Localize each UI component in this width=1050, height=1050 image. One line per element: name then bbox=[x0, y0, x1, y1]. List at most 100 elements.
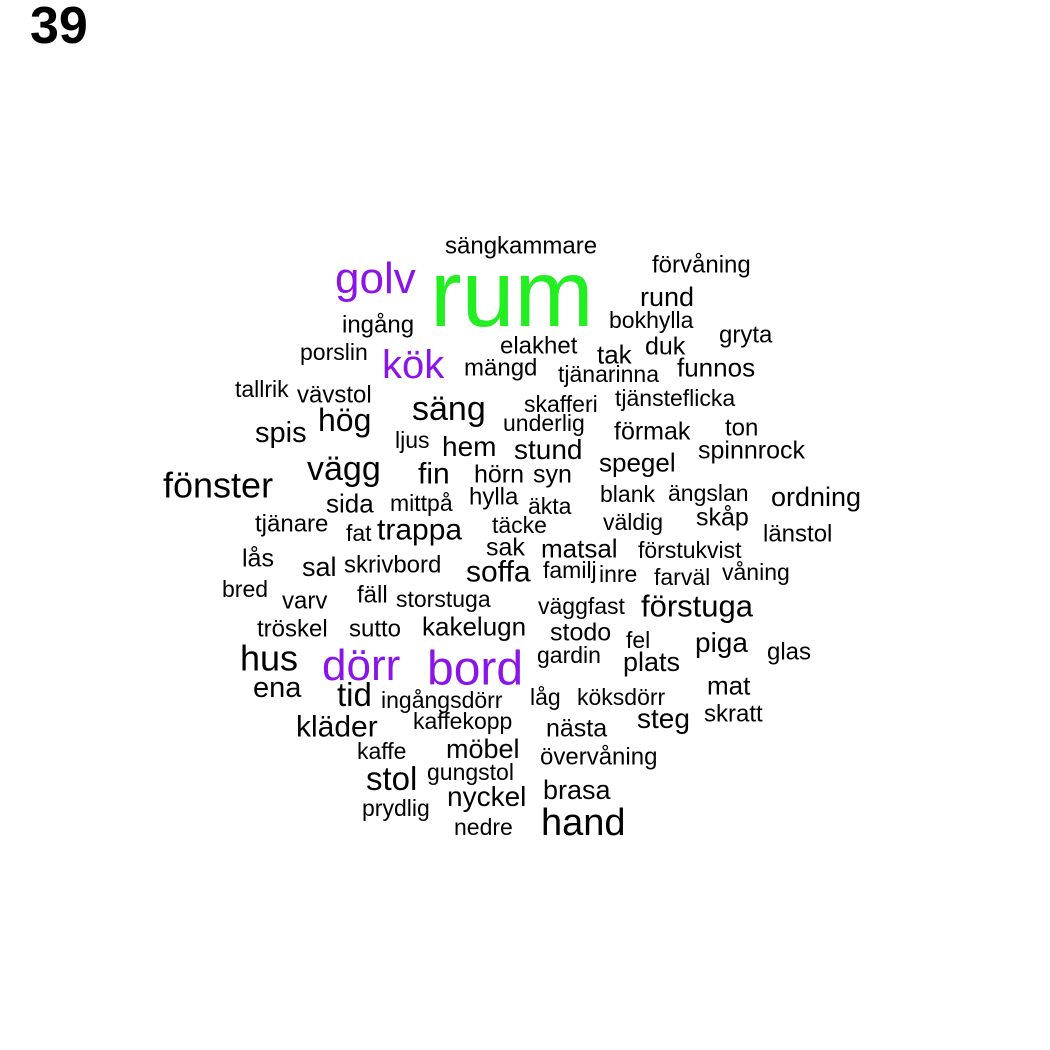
cloud-word: prydlig bbox=[362, 795, 430, 822]
cloud-word: förmak bbox=[614, 417, 691, 446]
cloud-word: skåp bbox=[696, 503, 749, 532]
cloud-word: hörn bbox=[474, 460, 525, 489]
cloud-word: förstuga bbox=[641, 588, 754, 624]
cloud-word: länstol bbox=[763, 520, 833, 548]
cloud-word: tröskel bbox=[257, 615, 328, 643]
cloud-word: skafferi bbox=[524, 391, 598, 418]
cloud-word: ton bbox=[725, 414, 759, 442]
cloud-word: kakelugn bbox=[422, 611, 527, 642]
cloud-word: hus bbox=[240, 637, 299, 679]
cloud-word: mittpå bbox=[390, 490, 453, 517]
cloud-word: mängd bbox=[464, 354, 538, 382]
cloud-word: dörr bbox=[322, 640, 401, 690]
cloud-word: elakhet bbox=[500, 332, 578, 360]
cloud-word: ängslan bbox=[668, 480, 749, 507]
cloud-word: mat bbox=[707, 670, 751, 701]
cloud-word: trappa bbox=[377, 513, 463, 547]
cloud-word: vävstol bbox=[297, 381, 372, 409]
cloud-word: bred bbox=[222, 576, 269, 603]
cloud-word: matsal bbox=[541, 533, 618, 564]
cloud-word: tid bbox=[337, 675, 372, 713]
cloud-word: farväl bbox=[654, 564, 711, 591]
cloud-word: glas bbox=[767, 638, 812, 666]
cloud-word: ingång bbox=[342, 311, 415, 339]
cloud-word: gungstol bbox=[427, 759, 514, 786]
cloud-word: vägg bbox=[307, 450, 381, 489]
cloud-word: kaffekopp bbox=[413, 708, 513, 735]
cloud-word: köksdörr bbox=[577, 684, 666, 711]
cloud-word: funnos bbox=[677, 352, 756, 383]
cloud-word: tallrik bbox=[235, 376, 289, 403]
cloud-word: tjänsteflicka bbox=[615, 385, 736, 412]
cloud-word: möbel bbox=[446, 733, 520, 764]
cloud-word: sida bbox=[326, 488, 374, 519]
cloud-word: ingångsdörr bbox=[381, 687, 503, 714]
cloud-word: blank bbox=[600, 481, 655, 508]
cloud-word: spegel bbox=[599, 447, 676, 478]
panel-number: 39 bbox=[30, 0, 88, 55]
cloud-word: hög bbox=[318, 401, 372, 438]
cloud-word: soffa bbox=[466, 555, 531, 589]
cloud-word: tjänare bbox=[255, 510, 329, 538]
cloud-word: rum bbox=[430, 241, 594, 348]
cloud-word: ljus bbox=[395, 427, 430, 454]
cloud-word: skratt bbox=[704, 700, 763, 728]
cloud-word: ena bbox=[253, 672, 302, 705]
cloud-word: våning bbox=[722, 559, 790, 586]
cloud-word: rund bbox=[640, 281, 695, 312]
cloud-word: stund bbox=[514, 434, 583, 466]
cloud-word: skrivbord bbox=[344, 551, 442, 579]
cloud-word: äkta bbox=[528, 493, 572, 520]
cloud-word: spis bbox=[255, 417, 307, 450]
cloud-word: lås bbox=[242, 544, 274, 573]
cloud-word: fin bbox=[418, 457, 450, 491]
cloud-word: syn bbox=[533, 460, 572, 489]
cloud-word: steg bbox=[637, 703, 690, 735]
cloud-word: stodo bbox=[550, 618, 612, 647]
cloud-word: sal bbox=[302, 551, 337, 582]
cloud-word: väggfast bbox=[538, 593, 625, 620]
cloud-word: familj bbox=[543, 557, 597, 584]
cloud-word: fat bbox=[346, 520, 372, 547]
cloud-word: väldig bbox=[603, 509, 664, 536]
cloud-word: hylla bbox=[469, 483, 519, 511]
cloud-word: fäll bbox=[357, 581, 388, 609]
cloud-word: nyckel bbox=[447, 781, 527, 813]
cloud-word: tjänarinna bbox=[558, 361, 660, 388]
cloud-word: nedre bbox=[454, 814, 513, 841]
cloud-word: inre bbox=[599, 561, 638, 588]
cloud-word: fönster bbox=[163, 464, 274, 506]
cloud-word: stol bbox=[366, 759, 418, 797]
cloud-word: övervåning bbox=[540, 743, 658, 771]
cloud-word: porslin bbox=[300, 339, 368, 366]
cloud-word: ordning bbox=[771, 481, 862, 512]
cloud-word: kläder bbox=[296, 710, 378, 744]
cloud-word: förvåning bbox=[652, 251, 751, 279]
cloud-word: låg bbox=[530, 684, 561, 711]
cloud-word: spinnrock bbox=[698, 436, 805, 465]
cloud-word: gardin bbox=[537, 642, 601, 669]
cloud-word: golv bbox=[335, 253, 416, 303]
cloud-word: nästa bbox=[546, 714, 608, 743]
cloud-word: bokhylla bbox=[609, 307, 694, 334]
cloud-word: varv bbox=[282, 587, 328, 615]
cloud-word: underlig bbox=[503, 410, 585, 437]
cloud-word: plats bbox=[623, 646, 681, 677]
cloud-word: sängkammare bbox=[445, 232, 598, 260]
cloud-word: hand bbox=[541, 801, 626, 844]
cloud-word: täcke bbox=[492, 512, 547, 539]
cloud-word: säng bbox=[412, 390, 486, 429]
cloud-word: hem bbox=[442, 431, 497, 463]
cloud-word: förstukvist bbox=[638, 537, 742, 564]
cloud-word: gryta bbox=[719, 321, 773, 349]
cloud-word: bord bbox=[427, 642, 524, 696]
cloud-word: piga bbox=[695, 627, 748, 659]
cloud-word: brasa bbox=[543, 774, 611, 805]
cloud-word: kaffe bbox=[357, 738, 407, 765]
cloud-word: storstuga bbox=[396, 586, 491, 613]
cloud-word: fel bbox=[626, 627, 651, 654]
cloud-word: sutto bbox=[349, 615, 402, 643]
cloud-word: kök bbox=[382, 343, 445, 388]
